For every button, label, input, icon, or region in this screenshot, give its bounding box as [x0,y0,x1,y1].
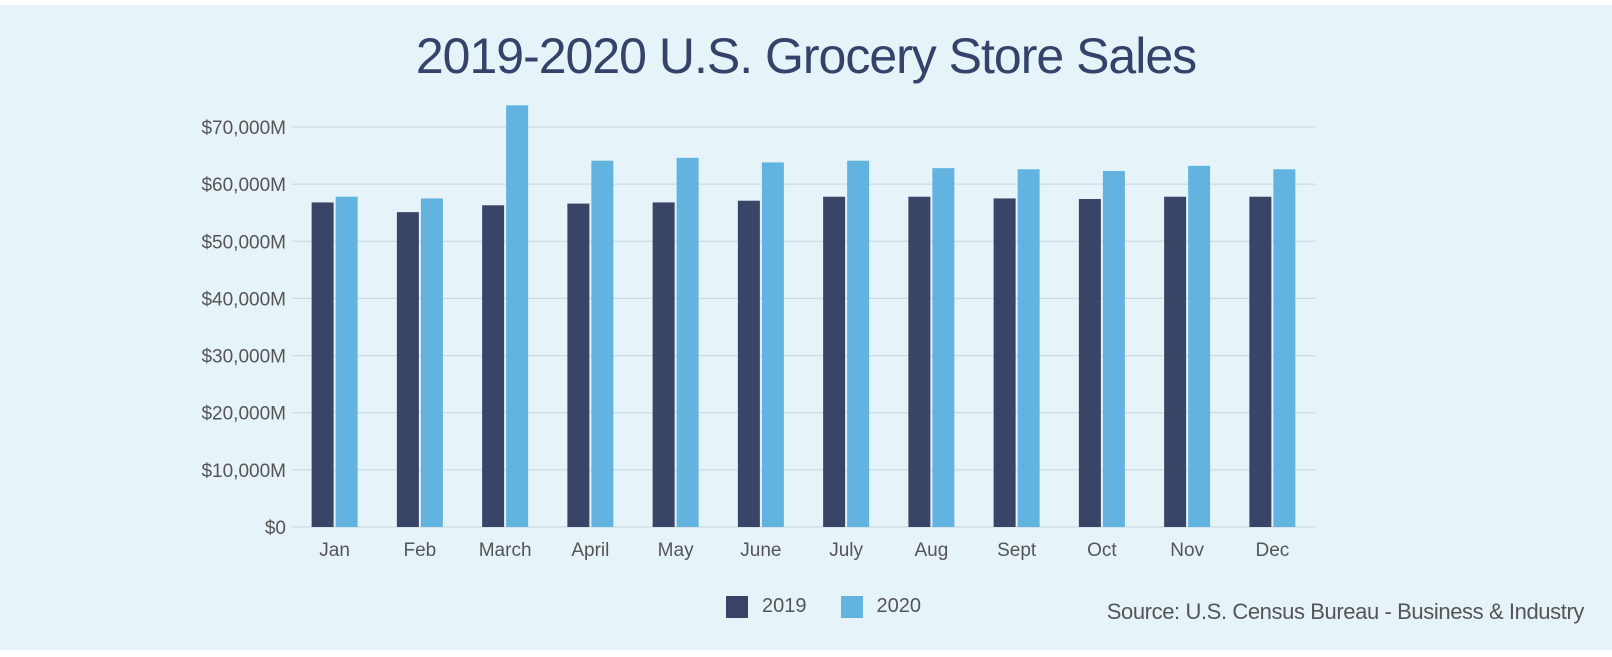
bar-2019-oct [1078,199,1101,527]
bar-2020-sept [1017,169,1040,528]
bar-chart: $0 $10,000M $20,000M $30,000M $40,000M $50,00… [201,105,1315,561]
bar-2019-jan [311,202,334,527]
legend-label-2019: 2019 [762,595,807,617]
y-tick-label: $70,000M [201,118,286,139]
gridlines [292,126,1315,528]
bar-2020-jan [335,196,358,527]
source-note: Source: U.S. Census Bureau - Business & … [1106,599,1585,624]
x-axis-ticks: Jan Feb March April May June July Aug Sept Oct Nov… [319,540,1289,561]
x-tick-label: Jan [319,540,350,561]
y-tick-label: $50,000M [201,232,286,253]
bar-2019-dec [1249,196,1272,527]
bar-2019-april [567,203,590,528]
bar-2020-feb [420,198,443,527]
legend: 2019 2020 [726,595,955,618]
x-tick-label: March [479,540,532,561]
legend-swatch-2019 [726,595,748,618]
x-tick-label: Aug [914,540,948,561]
chart-panel: 2019-2020 U.S. Grocery Store Sales $0 $10… [0,5,1612,650]
x-tick-label: April [571,540,609,561]
bar-2019-aug [908,196,931,527]
legend-item-2019: 2019 [726,595,807,618]
y-tick-label: $60,000M [201,175,286,196]
y-tick-label: $20,000M [201,404,286,425]
x-tick-label: Feb [404,540,437,561]
bar-2020-may [676,157,699,527]
legend-item-2020: 2020 [840,595,922,618]
bar-2019-nov [1164,196,1187,527]
legend-label-2020: 2020 [876,595,922,617]
bar-2020-july [847,160,870,527]
y-axis-ticks: $0 $10,000M $20,000M $30,000M $40,000M $50,00… [201,118,286,539]
bar-2020-june [761,162,784,527]
bar-2020-nov [1188,165,1211,527]
x-tick-label: May [658,540,694,561]
y-tick-label: $10,000M [201,461,286,482]
bar-2020-march [506,105,529,528]
legend-swatch-2020 [840,595,863,618]
bar-2020-april [591,160,614,527]
y-tick-label: $0 [265,518,286,539]
bar-2019-sept [993,198,1016,527]
y-tick-label: $30,000M [201,347,286,368]
bar-2019-may [652,202,675,527]
bar-2020-aug [932,168,955,527]
y-tick-label: $40,000M [201,289,286,310]
bar-2019-feb [396,212,419,527]
x-tick-label: Oct [1087,540,1117,561]
x-tick-label: Dec [1255,540,1289,561]
bar-2020-oct [1102,171,1125,527]
bar-2020-dec [1273,169,1296,528]
x-tick-label: Sept [997,540,1037,561]
bar-2019-march [482,205,505,528]
bar-2019-july [823,196,846,527]
x-tick-label: June [740,540,781,561]
bars [311,105,1296,528]
bar-2019-june [737,200,760,527]
chart-title: 2019-2020 U.S. Grocery Store Sales [415,28,1197,84]
x-tick-label: Nov [1170,540,1204,561]
x-tick-label: July [829,540,863,561]
